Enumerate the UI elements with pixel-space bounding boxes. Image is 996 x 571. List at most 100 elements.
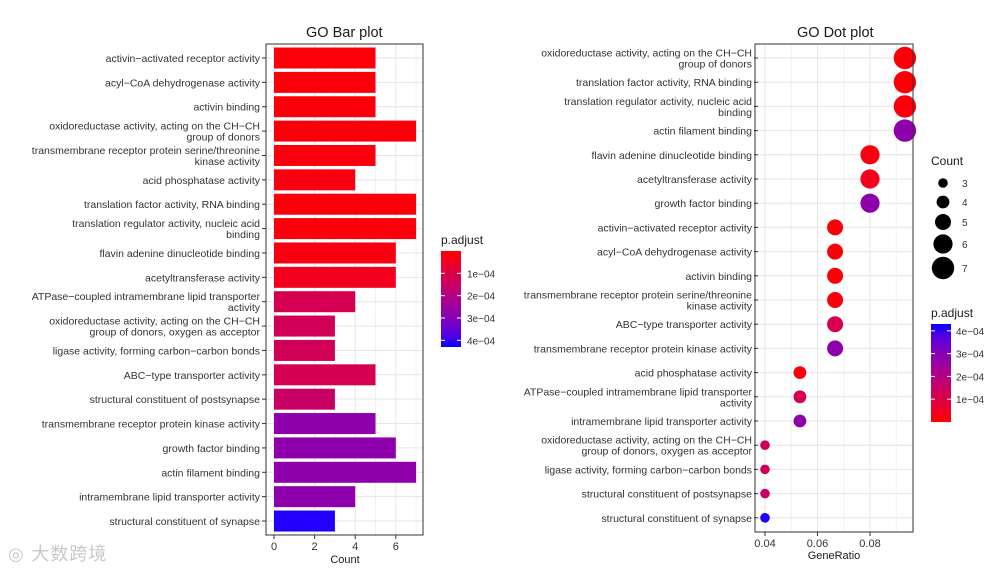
- y-tick-label: transmembrane receptor protein serine/th…: [32, 145, 260, 157]
- dot-plot-title: GO Dot plot: [797, 25, 874, 41]
- bar: [274, 388, 335, 410]
- bar-plot-border: [265, 43, 424, 536]
- y-tick-label: structural constituent of synapse: [109, 516, 260, 528]
- colorbar-label: 1e−04: [467, 269, 496, 280]
- bar-plot-panel: [266, 44, 423, 535]
- colorbar: [441, 251, 461, 347]
- y-tick-label: actin filament binding: [161, 467, 260, 479]
- y-tick-label: oxidoreductase activity, acting on the C…: [541, 48, 752, 60]
- colorbar-label: 4e−04: [467, 336, 496, 347]
- watermark-logo: ◎ 大数跨境: [8, 544, 108, 565]
- size-legend-label: 3: [962, 179, 968, 190]
- colorbar-label: 3e−04: [956, 350, 985, 361]
- y-tick-label: structural constituent of synapse: [601, 513, 752, 525]
- y-tick-label: activin binding: [193, 102, 260, 114]
- y-tick-label: binding: [226, 229, 260, 241]
- bar: [274, 364, 376, 386]
- dot: [827, 340, 844, 357]
- dot: [827, 219, 844, 236]
- y-tick-label: group of donors: [678, 59, 752, 71]
- y-tick-label: acetyltransferase activity: [145, 272, 261, 284]
- y-tick-label: acid phosphatase activity: [143, 175, 261, 187]
- bar: [274, 437, 396, 459]
- y-tick-label: flavin adenine dinucleotide binding: [591, 150, 752, 162]
- y-tick-label: kinase activity: [687, 301, 753, 313]
- bar: [274, 242, 396, 264]
- y-tick-label: intramembrane lipid transporter activity: [79, 492, 261, 504]
- dot: [893, 95, 917, 118]
- dot: [860, 193, 880, 213]
- bar: [274, 510, 335, 532]
- y-tick-label: translation regulator activity, nucleic …: [72, 218, 260, 230]
- x-tick-label: 0: [271, 541, 277, 553]
- y-tick-label: transmembrane receptor protein serine/th…: [524, 290, 752, 302]
- bar: [274, 193, 417, 215]
- y-tick-label: activity: [228, 302, 261, 314]
- dot: [793, 390, 807, 404]
- dot: [760, 464, 770, 475]
- dot: [827, 316, 844, 333]
- dot: [827, 243, 844, 260]
- y-tick-label: oxidoreductase activity, acting on the C…: [541, 435, 752, 447]
- dot: [893, 119, 917, 142]
- bar: [274, 96, 376, 118]
- bar: [274, 413, 376, 435]
- y-tick-label: group of donors: [186, 132, 260, 144]
- size-legend-dot: [931, 256, 955, 280]
- y-tick-label: flavin adenine dinucleotide binding: [99, 248, 260, 260]
- x-tick-label: 0.08: [859, 538, 880, 550]
- legend-title: p.adjust: [441, 233, 484, 247]
- colorbar-label: 4e−04: [956, 327, 985, 338]
- y-tick-label: growth factor binding: [655, 198, 753, 210]
- bar: [274, 461, 417, 483]
- y-tick-label: ABC−type transporter activity: [124, 370, 261, 382]
- bar: [274, 266, 396, 288]
- y-tick-label: acetyltransferase activity: [637, 174, 753, 186]
- size-legend-label: 4: [962, 198, 968, 209]
- bar: [274, 47, 376, 69]
- dot: [860, 145, 880, 165]
- dot: [827, 267, 844, 284]
- y-tick-label: transmembrane receptor protein kinase ac…: [42, 419, 261, 431]
- y-tick-label: transmembrane receptor protein kinase ac…: [534, 343, 753, 355]
- y-tick-label: activin binding: [685, 271, 752, 283]
- colorbar-label: 1e−04: [956, 395, 985, 406]
- size-legend-label: 7: [962, 264, 968, 275]
- dot: [893, 71, 917, 94]
- x-tick-label: 6: [393, 541, 399, 553]
- x-tick-label: 0.06: [807, 538, 828, 550]
- bar-plot-title: GO Bar plot: [306, 25, 383, 41]
- y-tick-label: oxidoreductase activity, acting on the C…: [49, 316, 260, 328]
- bar: [274, 486, 356, 508]
- y-tick-label: ABC−type transporter activity: [616, 319, 753, 331]
- y-tick-label: ligase activity, forming carbon−carbon b…: [545, 464, 752, 476]
- legend-title: p.adjust: [931, 306, 974, 320]
- bar: [274, 291, 356, 313]
- y-tick-label: kinase activity: [195, 156, 261, 168]
- y-tick-label: group of donors, oxygen as acceptor: [90, 327, 261, 339]
- x-tick-label: 4: [352, 541, 358, 553]
- colorbar-label: 3e−04: [467, 314, 496, 325]
- y-tick-label: translation factor activity, RNA binding: [576, 77, 752, 89]
- dot: [827, 292, 844, 308]
- y-tick-label: ATPase−coupled intramembrane lipid trans…: [32, 291, 261, 303]
- size-legend-label: 6: [962, 240, 968, 251]
- y-tick-label: translation factor activity, RNA binding: [84, 199, 260, 211]
- dot: [760, 488, 770, 499]
- colorbar-label: 2e−04: [956, 372, 985, 383]
- y-tick-label: structural constituent of postsynapse: [582, 489, 753, 501]
- dot-plot-border: [754, 43, 914, 533]
- bar: [274, 144, 376, 166]
- size-legend-dot: [936, 195, 950, 209]
- y-tick-label: oxidoreductase activity, acting on the C…: [49, 121, 260, 133]
- y-tick-label: acid phosphatase activity: [635, 368, 753, 380]
- y-tick-label: activity: [720, 397, 753, 409]
- bar: [274, 339, 335, 361]
- dot: [760, 440, 770, 451]
- bar: [274, 315, 335, 337]
- dot: [793, 366, 807, 379]
- x-tick-label: 2: [312, 541, 318, 553]
- y-tick-label: structural constituent of postsynapse: [90, 394, 261, 406]
- bar: [274, 71, 376, 93]
